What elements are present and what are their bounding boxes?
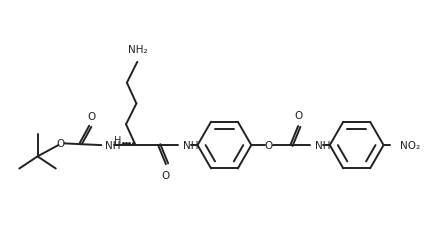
Text: O: O — [161, 170, 170, 180]
Text: NH₂: NH₂ — [128, 44, 148, 54]
Text: NO₂: NO₂ — [399, 141, 419, 151]
Text: O: O — [87, 111, 95, 121]
Text: NH: NH — [315, 141, 330, 151]
Text: O: O — [56, 139, 64, 149]
Text: H: H — [114, 135, 122, 145]
Text: NH: NH — [183, 141, 198, 151]
Text: O: O — [293, 111, 302, 120]
Text: O: O — [264, 141, 272, 151]
Text: NH: NH — [105, 141, 120, 151]
